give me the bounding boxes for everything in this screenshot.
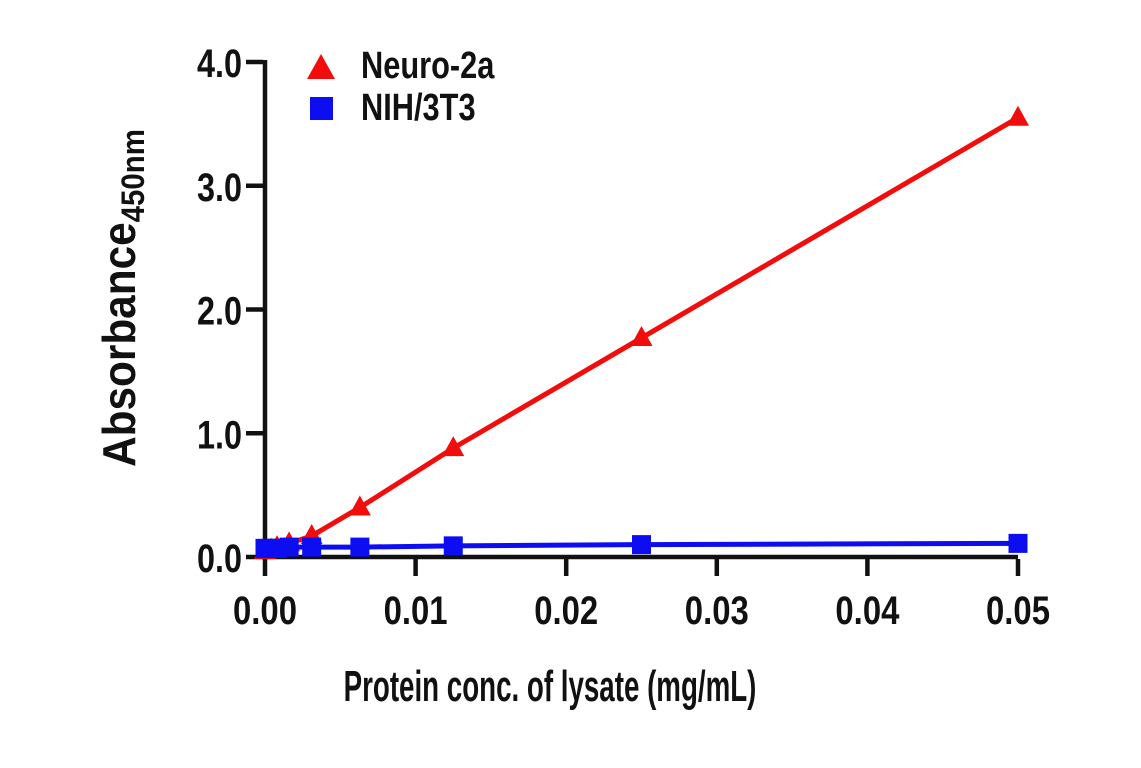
data-point-square xyxy=(1008,533,1028,553)
x-tick-label: 0.02 xyxy=(534,589,598,633)
data-point-triangle xyxy=(348,495,371,516)
y-tick-label: 4.0 xyxy=(197,42,242,86)
data-point-square xyxy=(302,537,322,557)
x-axis-title: Protein conc. of lysate (mg/mL) xyxy=(222,662,877,712)
data-series xyxy=(254,105,1029,559)
data-point-square xyxy=(632,535,651,555)
legend-label-text: NIH/3T3 xyxy=(361,87,476,129)
y-tick-label: 2.0 xyxy=(197,290,242,334)
legend-label-neuro-2a: Neuro-2a xyxy=(361,47,526,85)
legend-label-text: Neuro-2a xyxy=(361,45,495,87)
x-tick-label: 0.05 xyxy=(986,589,1050,633)
triangle-marker-icon xyxy=(307,53,335,79)
legend-marker-box xyxy=(306,53,336,79)
data-point-triangle xyxy=(630,325,653,346)
y-tick-label: 0.0 xyxy=(197,537,242,581)
data-point-triangle xyxy=(442,436,465,457)
x-tick-label: 0.04 xyxy=(835,589,900,633)
square-marker-icon xyxy=(309,96,333,120)
data-point-triangle xyxy=(1007,105,1029,126)
x-tick-label: 0.00 xyxy=(233,589,297,633)
data-point-square xyxy=(350,537,370,557)
y-axis-title: Absorbance450nm xyxy=(92,114,152,481)
y-tick-label: 3.0 xyxy=(197,166,242,210)
y-axis-title-subscript: 450nm xyxy=(115,129,151,223)
y-axis-title-text: Absorbance xyxy=(93,222,145,467)
legend-item-nih-3t3: NIH/3T3 xyxy=(306,87,526,129)
legend: Neuro-2a NIH/3T3 xyxy=(306,45,526,129)
x-tick-label: 0.01 xyxy=(384,589,448,633)
x-tick-label: 0.03 xyxy=(685,589,749,633)
legend-label-nih-3t3: NIH/3T3 xyxy=(361,89,502,127)
legend-marker-box xyxy=(306,96,336,120)
tick-labels: 0.00 0.01 0.02 0.03 0.04 0.05 0.0 1.0 2.0 3.0 4.0 xyxy=(197,42,1050,633)
legend-item-neuro-2a: Neuro-2a xyxy=(306,45,526,87)
data-point-square xyxy=(443,536,463,556)
x-axis-title-text: Protein conc. of lysate (mg/mL) xyxy=(343,662,757,711)
axes xyxy=(246,59,1021,576)
y-tick-label: 1.0 xyxy=(197,413,242,457)
data-point-square xyxy=(279,537,299,557)
